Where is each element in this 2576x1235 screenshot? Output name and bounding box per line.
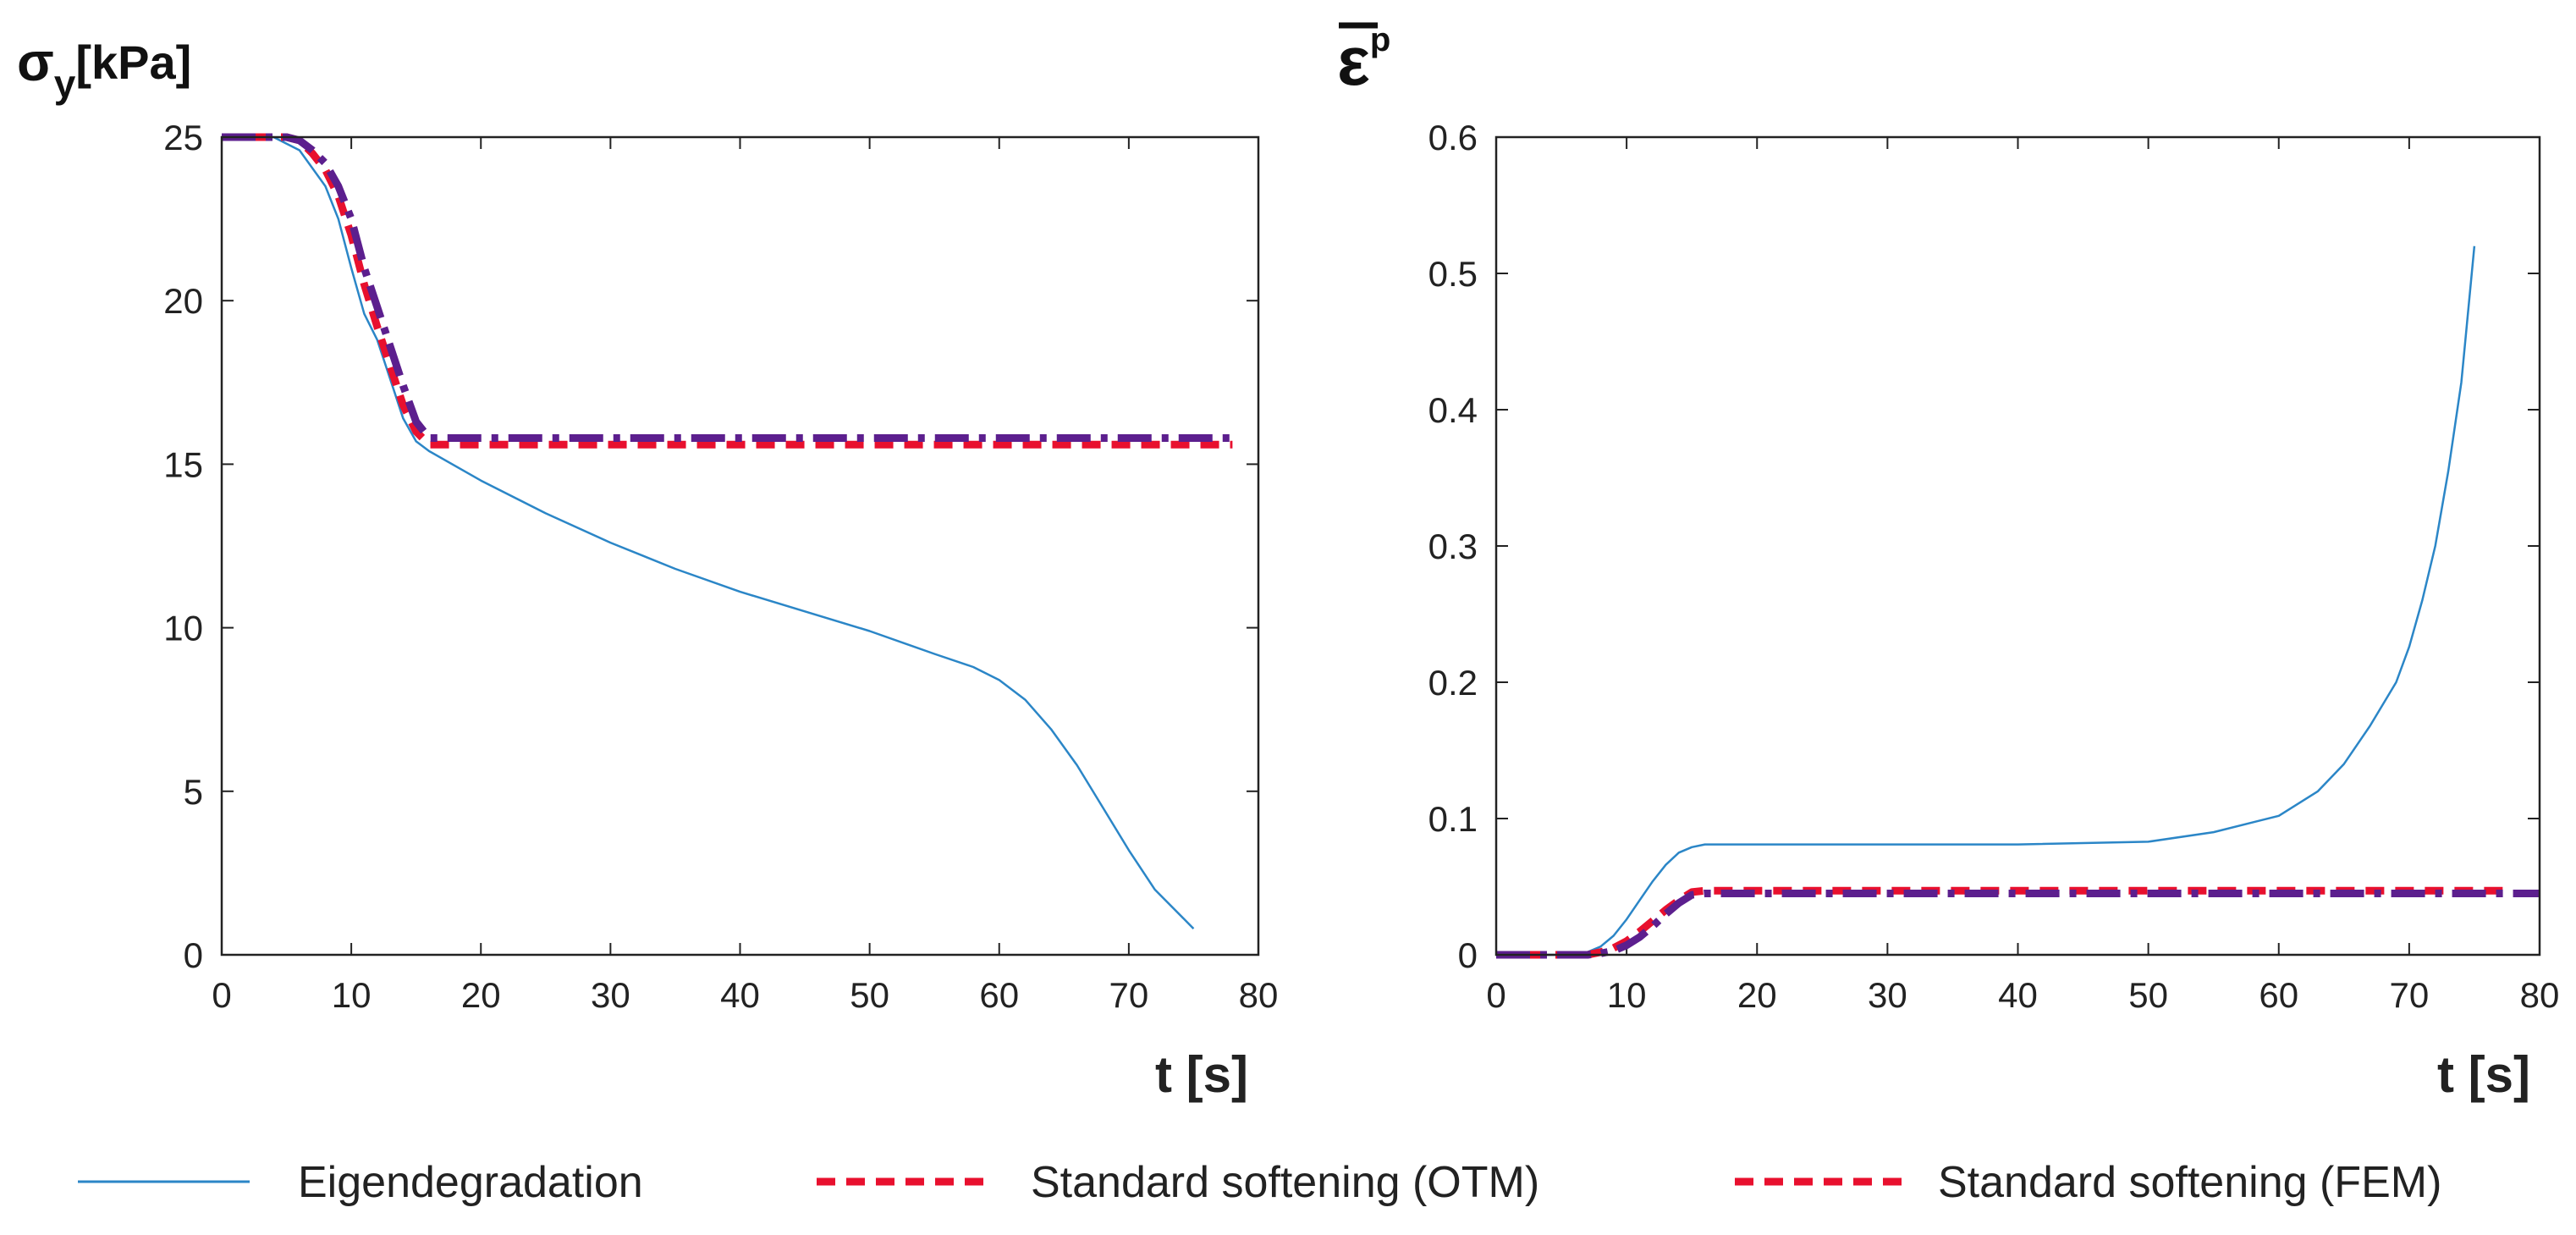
chart1-xlabel: t [s] — [1155, 1046, 1248, 1103]
chart2-ylabel: εp — [1337, 21, 1390, 100]
legend-label-otm: Standard softening (OTM) — [1031, 1158, 1539, 1207]
chart1-xtick-label: 30 — [591, 975, 630, 1015]
chart1-xtick-label: 50 — [850, 975, 889, 1015]
chart1-xtick-label: 60 — [979, 975, 1019, 1015]
chart1-ytick-label: 5 — [184, 772, 203, 812]
chart2-x-tick-labels: 0 10 20 30 40 50 60 70 80 — [1486, 975, 2559, 1015]
chart1-series-otm — [222, 133, 1233, 449]
chart1-xtick-label: 70 — [1109, 975, 1149, 1015]
chart2-xlabel: t [s] — [2437, 1046, 2530, 1103]
chart1-xtick-label: 10 — [332, 975, 372, 1015]
chart2-xtick-label: 60 — [2259, 975, 2298, 1015]
legend-item-otm: Standard softening (OTM) — [817, 1158, 1539, 1207]
chart1-ytick-label: 20 — [163, 281, 203, 321]
chart2-y-tick-labels: 0 0.1 0.2 0.3 0.4 0.5 0.6 — [1428, 118, 1478, 975]
chart2-series — [1496, 245, 2540, 959]
chart2-ytick-label: 0.6 — [1428, 118, 1478, 157]
chart1-series-fem — [222, 133, 1233, 442]
chart1-ylabel: σy[kPa] — [17, 31, 191, 106]
chart-yield-stress: σy[kPa] 0 5 10 15 20 25 0 10 20 30 40 50 60 70 80 t [… — [17, 31, 1278, 1103]
chart2-ytick-label: 0.1 — [1428, 799, 1478, 839]
chart1-xtick-label: 20 — [461, 975, 501, 1015]
chart2-series-otm — [1496, 886, 2514, 959]
chart2-xtick-label: 0 — [1486, 975, 1505, 1015]
chart1-tick-marks — [221, 136, 1259, 956]
chart1-plot-frame — [220, 135, 1260, 957]
chart2-ylabel-main: ε — [1337, 23, 1370, 100]
legend-item-eigendegradation: Eigendegradation — [78, 1158, 643, 1207]
chart1-series-eigendegradation — [222, 135, 1195, 929]
chart1-x-tick-labels: 0 10 20 30 40 50 60 70 80 — [212, 975, 1278, 1015]
chart1-ylabel-unit: [kPa] — [75, 36, 191, 89]
chart2-ytick-label: 0 — [1458, 935, 1478, 975]
chart2-ytick-label: 0.3 — [1428, 527, 1478, 566]
chart2-ytick-label: 0.4 — [1428, 390, 1478, 430]
chart2-xtick-label: 50 — [2128, 975, 2168, 1015]
chart1-y-tick-labels: 0 5 10 15 20 25 — [163, 118, 203, 975]
legend-label-eigendegradation: Eigendegradation — [298, 1158, 643, 1207]
chart2-xtick-label: 20 — [1737, 975, 1777, 1015]
chart1-ytick-label: 15 — [163, 444, 203, 484]
chart2-tick-marks — [1495, 136, 2540, 956]
chart2-xtick-label: 70 — [2390, 975, 2430, 1015]
chart1-ylabel-main: σ — [17, 31, 54, 92]
chart1-series — [222, 133, 1233, 929]
legend: Eigendegradation Standard softening (OTM… — [78, 1158, 2441, 1207]
legend-label-fem: Standard softening (FEM) — [1938, 1158, 2441, 1207]
chart1-ytick-label: 0 — [184, 935, 203, 975]
chart2-plot-frame — [1494, 135, 2541, 957]
chart-plastic-strain: εp 0 0.1 0.2 0.3 0.4 0.5 0.6 0 10 20 30 40 50 60 70 80… — [1337, 21, 2559, 1103]
chart1-xtick-label: 40 — [720, 975, 760, 1015]
chart2-xtick-label: 10 — [1607, 975, 1647, 1015]
chart1-ylabel-sub: y — [54, 62, 76, 106]
chart1-xtick-label: 80 — [1239, 975, 1279, 1015]
chart1-xtick-label: 0 — [212, 975, 231, 1015]
chart2-xtick-label: 40 — [1998, 975, 2038, 1015]
chart2-xtick-label: 80 — [2520, 975, 2560, 1015]
chart2-series-eigendegradation — [1496, 245, 2476, 957]
chart2-xtick-label: 30 — [1868, 975, 1907, 1015]
legend-item-fem: Standard softening (FEM) — [1735, 1158, 2441, 1207]
chart2-ytick-label: 0.5 — [1428, 254, 1478, 294]
chart1-ytick-label: 10 — [163, 609, 203, 648]
chart2-ytick-label: 0.2 — [1428, 663, 1478, 703]
chart1-ytick-label: 25 — [163, 118, 203, 157]
